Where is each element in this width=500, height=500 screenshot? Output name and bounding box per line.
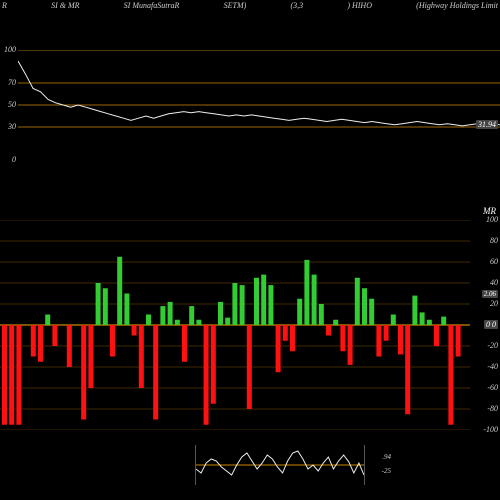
top-ytick: 30: [0, 122, 16, 131]
hdr-2: SI MunafaSutraR: [124, 1, 180, 13]
hdr-6: (Highway Holdings Limit: [416, 1, 498, 13]
bot-label-1: .94: [367, 453, 391, 461]
top-chart-area: [18, 50, 500, 160]
bot-chart-area: [195, 445, 365, 485]
bot-label-2: -25: [367, 467, 391, 475]
hdr-1: SI & MR: [51, 1, 79, 13]
mid-chart-area: [0, 220, 470, 430]
header-labels: R SI & MR SI MunafaSutraR SETM) (3,3 ) H…: [0, 0, 500, 14]
top-panel: 030507010031.94: [0, 50, 500, 160]
top-ytick: 70: [0, 78, 16, 87]
top-value-badge: 31.94: [476, 120, 498, 129]
mid-badge-1: 2.06: [482, 290, 498, 298]
top-ytick: 50: [0, 100, 16, 109]
mid-ytick: -40: [474, 362, 498, 371]
mid-ytick: -80: [474, 404, 498, 413]
bot-panel: .94 -25: [0, 445, 500, 485]
hdr-3: SETM): [224, 1, 247, 13]
mid-ytick: -100: [474, 425, 498, 434]
mid-ytick: -20: [474, 341, 498, 350]
mid-ytick: 40: [474, 278, 498, 287]
hdr-5: ) HIHO: [347, 1, 372, 13]
mid-ytick: 80: [474, 236, 498, 245]
top-ytick: 100: [0, 45, 16, 54]
hdr-4: (3,3: [290, 1, 303, 13]
mid-ytick: -60: [474, 383, 498, 392]
hdr-0: R: [2, 1, 7, 13]
mid-ytick: 60: [474, 257, 498, 266]
mid-panel: MR -100-80-60-40-200204060801002.060 0: [0, 220, 500, 430]
top-ytick: 0: [0, 155, 16, 164]
mid-ytick: 20: [474, 299, 498, 308]
mid-badge-zero: 0 0: [484, 320, 498, 329]
mid-ytick: 100: [474, 215, 498, 224]
